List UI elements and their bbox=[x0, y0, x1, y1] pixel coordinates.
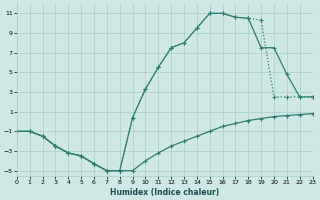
X-axis label: Humidex (Indice chaleur): Humidex (Indice chaleur) bbox=[110, 188, 219, 197]
